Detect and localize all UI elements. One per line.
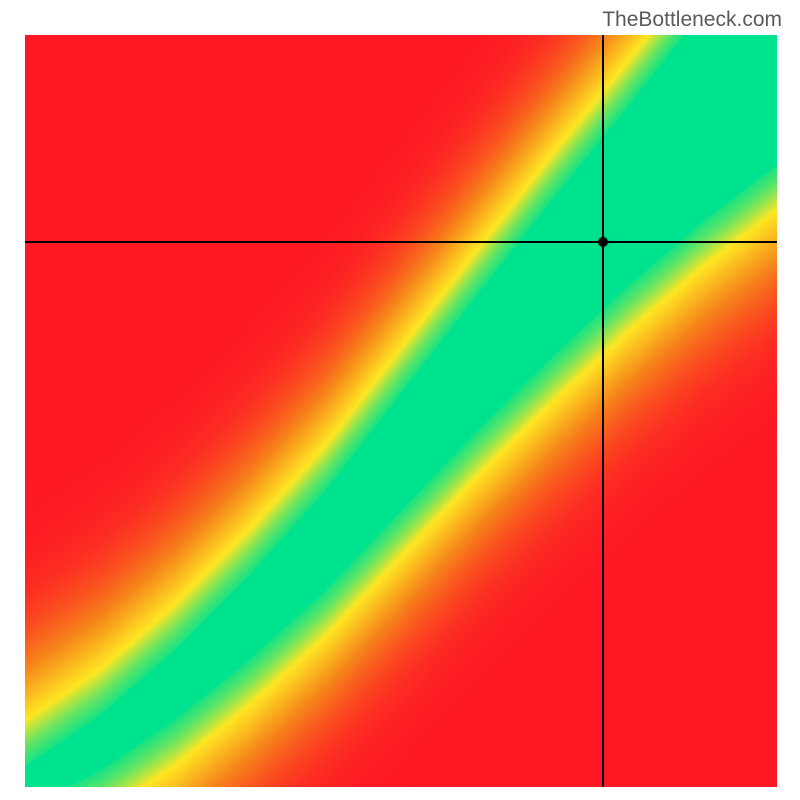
crosshair-horizontal <box>25 241 777 243</box>
crosshair-marker <box>596 235 610 249</box>
heatmap-canvas <box>25 35 777 787</box>
watermark-text: TheBottleneck.com <box>602 8 782 32</box>
chart-container: TheBottleneck.com <box>0 0 800 800</box>
crosshair-vertical <box>602 35 604 787</box>
